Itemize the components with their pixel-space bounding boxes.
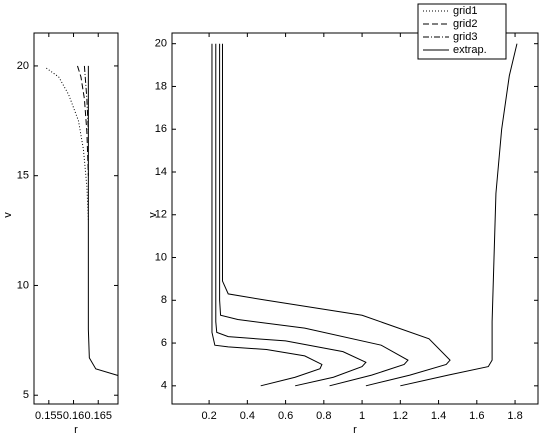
legend-label: grid3	[453, 31, 477, 43]
data-line	[77, 65, 89, 176]
data-line	[400, 43, 518, 387]
y-tick-label: 15	[17, 170, 29, 182]
data-line	[215, 43, 367, 387]
plot-area	[33, 32, 119, 405]
y-tick-label: 20	[17, 60, 29, 72]
y-axis-label: v	[147, 212, 159, 218]
x-tick-label: 1	[359, 410, 365, 422]
y-tick-label: 10	[155, 251, 167, 263]
x-tick-label: 0.16	[63, 410, 84, 422]
x-tick-label: 1.6	[469, 410, 484, 422]
y-axis-label: v	[2, 212, 14, 218]
x-tick-label: 1.4	[431, 410, 446, 422]
data-line	[211, 43, 323, 387]
x-tick-label: 0.8	[316, 410, 331, 422]
legend-label: grid2	[453, 18, 477, 30]
x-tick-label: 1.2	[393, 410, 408, 422]
y-tick-label: 8	[161, 294, 167, 306]
data-line	[219, 43, 409, 387]
legend-label: extrap.	[453, 44, 487, 56]
y-tick-label: 6	[161, 337, 167, 349]
legend-label: grid1	[453, 5, 477, 17]
y-tick-label: 14	[155, 166, 167, 178]
x-tick-label: 0.4	[240, 410, 255, 422]
y-tick-label: 18	[155, 80, 167, 92]
x-axis-label: r	[353, 424, 357, 436]
y-tick-label: 4	[161, 380, 167, 392]
data-line	[221, 43, 451, 387]
data-line	[83, 65, 89, 132]
y-tick-label: 20	[155, 38, 167, 50]
y-tick-label: 10	[17, 279, 29, 291]
plot-area	[171, 32, 539, 405]
y-tick-label: 5	[23, 389, 29, 401]
x-tick-label: 0.165	[84, 410, 112, 422]
data-line	[87, 65, 119, 376]
x-tick-label: 0.155	[35, 410, 63, 422]
x-tick-label: 0.6	[278, 410, 293, 422]
x-tick-label: 1.8	[507, 410, 522, 422]
y-tick-label: 12	[155, 209, 167, 221]
x-tick-label: 0.2	[201, 410, 216, 422]
x-axis-label: r	[74, 424, 78, 436]
data-line	[46, 67, 89, 220]
y-tick-label: 16	[155, 123, 167, 135]
